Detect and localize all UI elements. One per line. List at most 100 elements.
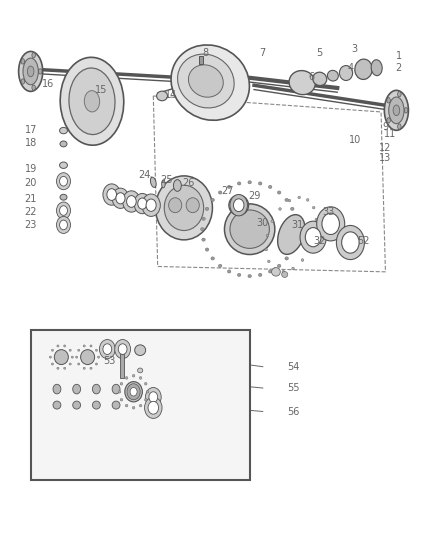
Ellipse shape [60,127,67,134]
Text: 53: 53 [103,357,116,366]
Ellipse shape [289,70,315,95]
Text: 20: 20 [25,178,37,188]
Ellipse shape [39,69,42,74]
Bar [199,56,203,64]
Ellipse shape [277,191,281,194]
Ellipse shape [112,384,120,394]
Ellipse shape [132,406,135,409]
Ellipse shape [123,191,140,212]
Ellipse shape [138,198,147,209]
Ellipse shape [164,185,204,231]
Text: 15: 15 [95,85,107,94]
Ellipse shape [134,193,151,214]
Ellipse shape [84,91,100,112]
Ellipse shape [130,387,137,396]
Ellipse shape [285,198,288,201]
Text: 29: 29 [248,191,260,201]
Ellipse shape [258,273,262,277]
Ellipse shape [149,392,158,402]
Ellipse shape [169,198,182,213]
Ellipse shape [279,208,281,211]
Ellipse shape [248,274,251,278]
Ellipse shape [73,384,81,394]
Ellipse shape [387,98,390,103]
Ellipse shape [211,257,215,260]
Text: 54: 54 [287,362,300,372]
Ellipse shape [237,182,241,185]
Ellipse shape [60,220,67,230]
Ellipse shape [268,270,272,273]
Text: 2: 2 [396,63,402,73]
Ellipse shape [90,367,92,369]
Ellipse shape [57,367,59,369]
Ellipse shape [92,401,100,409]
Ellipse shape [81,350,95,365]
Ellipse shape [155,176,212,240]
Ellipse shape [282,271,288,277]
Ellipse shape [387,118,390,123]
Ellipse shape [290,207,294,211]
Ellipse shape [219,191,222,194]
Ellipse shape [265,248,268,251]
Ellipse shape [125,404,128,407]
Text: 14: 14 [165,90,177,100]
Ellipse shape [298,196,300,199]
Ellipse shape [398,92,401,97]
Ellipse shape [389,97,404,124]
Ellipse shape [21,79,25,84]
Ellipse shape [322,213,339,235]
Text: 33: 33 [322,207,335,217]
Ellipse shape [83,367,85,369]
Ellipse shape [138,368,143,373]
Ellipse shape [76,356,78,358]
Ellipse shape [272,268,280,276]
Text: 19: 19 [25,165,37,174]
Ellipse shape [18,52,43,92]
Text: 30: 30 [257,218,269,228]
Ellipse shape [139,377,142,379]
Ellipse shape [177,54,234,108]
Ellipse shape [69,349,71,351]
Text: 32: 32 [314,237,326,246]
Ellipse shape [312,206,315,209]
Ellipse shape [309,246,311,249]
Ellipse shape [78,349,80,351]
Text: 16: 16 [42,79,54,89]
Ellipse shape [230,195,247,216]
Ellipse shape [71,356,74,358]
Ellipse shape [125,377,128,379]
Ellipse shape [145,383,147,385]
Ellipse shape [339,66,353,80]
Ellipse shape [268,185,272,189]
Ellipse shape [142,194,160,216]
Ellipse shape [145,397,162,418]
Ellipse shape [173,180,181,191]
Ellipse shape [277,264,281,268]
Ellipse shape [278,215,305,254]
Ellipse shape [237,273,241,277]
Ellipse shape [118,344,127,354]
Ellipse shape [145,387,161,407]
Ellipse shape [127,196,136,207]
Ellipse shape [186,198,199,213]
Ellipse shape [145,399,147,401]
Ellipse shape [266,234,269,237]
Ellipse shape [60,58,124,145]
Text: 21: 21 [25,194,37,204]
Text: 18: 18 [25,138,37,148]
Ellipse shape [69,363,71,365]
Ellipse shape [115,340,131,359]
Text: 13: 13 [379,154,392,163]
Text: 22: 22 [25,207,37,217]
Ellipse shape [73,401,81,409]
Ellipse shape [282,270,285,273]
Ellipse shape [57,345,59,347]
Ellipse shape [248,181,251,184]
Ellipse shape [150,177,156,188]
Ellipse shape [146,390,149,393]
Ellipse shape [60,206,67,215]
Ellipse shape [227,185,231,189]
Ellipse shape [51,363,53,365]
Ellipse shape [317,207,345,241]
Ellipse shape [83,345,85,347]
